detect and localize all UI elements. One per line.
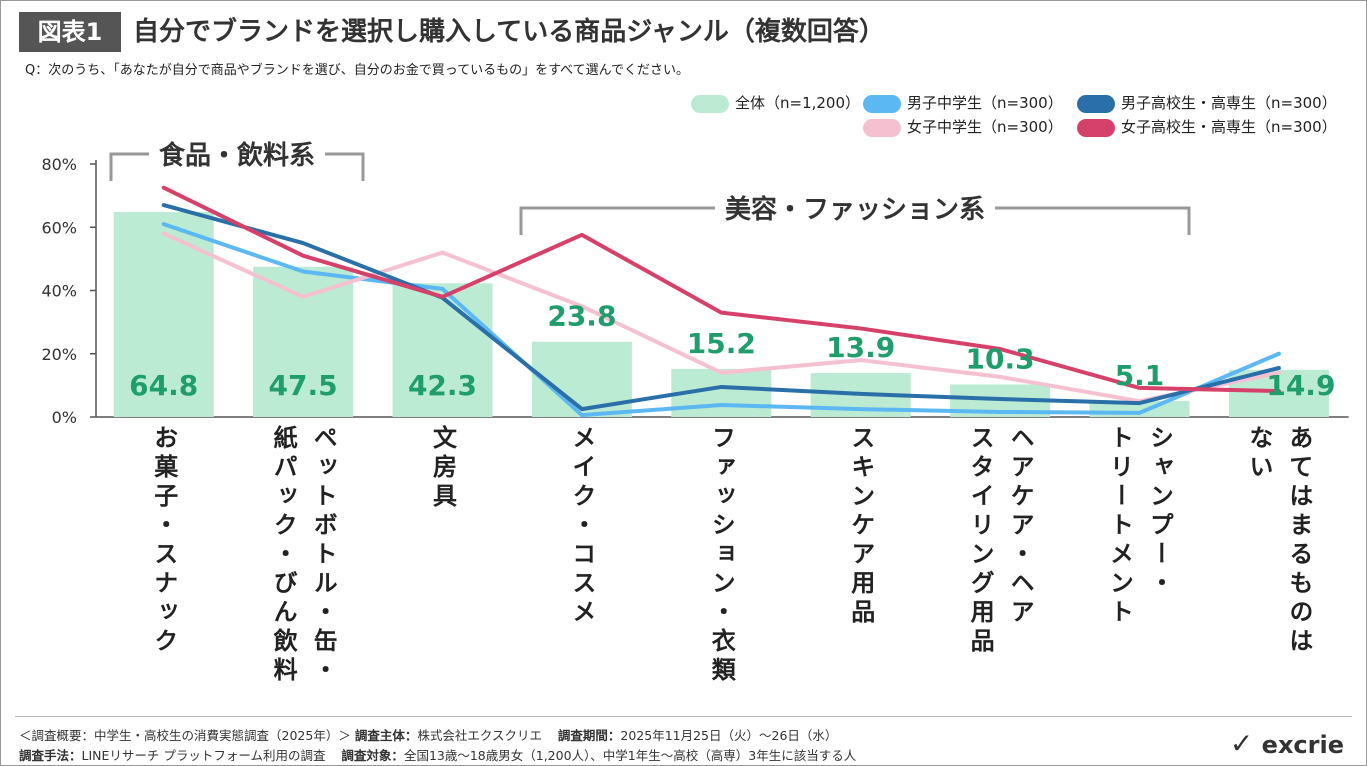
- y-tick-label: 20%: [41, 345, 77, 364]
- legend-patch: [863, 95, 901, 113]
- line: [161, 203, 1281, 412]
- logo-text: excrie: [1261, 731, 1344, 759]
- footer-text: ＜調査概要：中学生・高校生の消費実態調査（2025年）＞: [19, 728, 351, 743]
- footer-label: 調査主体：: [354, 728, 418, 743]
- bar: [253, 266, 354, 417]
- footer-text: 2025年11月25日（火）～26日（水）: [620, 728, 838, 743]
- legend-patch: [863, 119, 901, 137]
- footer-text: LINEリサーチ プラットフォーム利用の調査: [81, 748, 326, 763]
- x-tick-label: シャンプー・ トリートメント: [1105, 425, 1174, 628]
- footer-text: 株式会社エクスクリエ: [417, 728, 542, 743]
- y-tick-label: 40%: [41, 282, 77, 301]
- x-tick-label: ファッション・衣類: [707, 425, 736, 686]
- value-label: 42.3: [408, 369, 477, 402]
- footer-label: 調査期間：: [557, 728, 621, 743]
- x-tick-label: ヘアケア・ヘア スタイリング用品: [966, 425, 1035, 657]
- group-label: 食品・飲料系: [159, 140, 315, 171]
- value-label: 47.5: [269, 369, 338, 402]
- legend-label: 男子高校生・高専生（n=300）: [1121, 94, 1337, 112]
- value-label: 23.8: [547, 300, 616, 333]
- footer-text: 全国13歳～18歳男女（1,200人）、中学1年生～高校（高専）3年生に該当する…: [403, 748, 857, 763]
- legend-patch: [1077, 95, 1115, 113]
- legend-patch: [691, 95, 729, 113]
- group-label-group: 食品・飲料系: [148, 140, 326, 171]
- question: Q：次のうち、「あなたが自分で商品やブランドを選び、自分のお金で買っているもの」…: [25, 63, 690, 78]
- value-label: 10.3: [966, 342, 1035, 375]
- value-label: 64.8: [129, 369, 198, 402]
- bar: [392, 283, 493, 417]
- badge: 図表1: [19, 12, 121, 52]
- bar: [113, 212, 214, 417]
- x-tick-label: お菓子・スナック: [149, 425, 178, 657]
- value-label: 13.9: [826, 331, 895, 364]
- footer-label: 調査手法：: [19, 748, 82, 763]
- x-tick-label: メイク・コスメ: [567, 425, 596, 628]
- footer-label: 調査対象：: [341, 748, 404, 763]
- y-tick-label: 0%: [52, 408, 77, 427]
- line: [161, 231, 1281, 404]
- x-tick-label: ペットボトル・缶・ 紙パック・びん飲料: [269, 425, 338, 686]
- y-tick-label: 80%: [41, 155, 77, 174]
- legend-label: 女子中学生（n=300）: [907, 118, 1063, 136]
- legend-patch: [1077, 119, 1115, 137]
- x-tick-label: スキンケア用品: [846, 425, 875, 628]
- value-label: 5.1: [1115, 359, 1165, 392]
- line: [161, 185, 1281, 394]
- legend-label: 全体（n=1,200）: [735, 94, 861, 112]
- y-tick-label: 60%: [41, 218, 77, 237]
- logo: ✓ excrie: [1229, 727, 1344, 760]
- group-label-group: 美容・ファッション系: [714, 194, 996, 225]
- group-label-bg: [714, 194, 996, 225]
- x-tick-label: あてはまるものは ない: [1244, 425, 1313, 657]
- group-label-bg: [148, 140, 326, 171]
- group-label: 美容・ファッション系: [725, 194, 985, 225]
- x-tick-label: 文房具: [428, 425, 457, 512]
- value-label: 15.2: [687, 327, 756, 360]
- separator: [15, 716, 1352, 717]
- legend-label: 男子中学生（n=300）: [907, 94, 1063, 112]
- legend-label: 女子高校生・高専生（n=300）: [1121, 118, 1337, 136]
- footer-line: ＜調査概要：中学生・高校生の消費実態調査（2025年）＞ 調査主体：株式会社エク…: [19, 725, 837, 744]
- value-label: 14.9: [1266, 369, 1335, 402]
- footer-line: 調査手法：LINEリサーチ プラットフォーム利用の調査 調査対象：全国13歳～1…: [19, 745, 856, 764]
- chart-title: 自分でブランドを選択し購入している商品ジャンル（複数回答）: [133, 17, 885, 47]
- line: [161, 222, 1281, 418]
